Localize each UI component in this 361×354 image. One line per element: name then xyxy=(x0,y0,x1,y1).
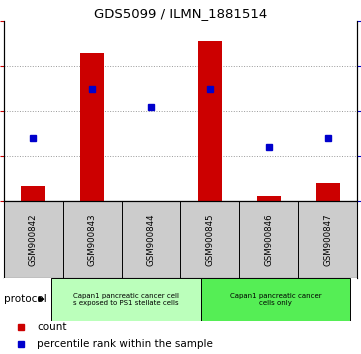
Text: count: count xyxy=(37,322,67,332)
Text: GSM900843: GSM900843 xyxy=(88,213,96,266)
Text: Capan1 pancreatic cancer
cells only: Capan1 pancreatic cancer cells only xyxy=(230,293,321,306)
Text: GSM900842: GSM900842 xyxy=(29,213,38,266)
Text: Capan1 pancreatic cancer cell
s exposed to PS1 stellate cells: Capan1 pancreatic cancer cell s exposed … xyxy=(73,293,179,306)
Text: protocol: protocol xyxy=(4,294,46,304)
Bar xyxy=(80,53,104,201)
Text: GSM900845: GSM900845 xyxy=(205,213,214,266)
Bar xyxy=(257,196,281,201)
Title: GDS5099 / ILMN_1881514: GDS5099 / ILMN_1881514 xyxy=(94,7,267,20)
Text: GSM900846: GSM900846 xyxy=(265,213,273,266)
Text: GSM900844: GSM900844 xyxy=(147,213,156,266)
Text: percentile rank within the sample: percentile rank within the sample xyxy=(37,339,213,349)
Bar xyxy=(21,185,45,201)
Bar xyxy=(198,41,222,201)
Bar xyxy=(51,278,201,320)
Bar xyxy=(201,278,350,320)
Text: GSM900847: GSM900847 xyxy=(323,213,332,266)
Bar xyxy=(316,183,340,201)
